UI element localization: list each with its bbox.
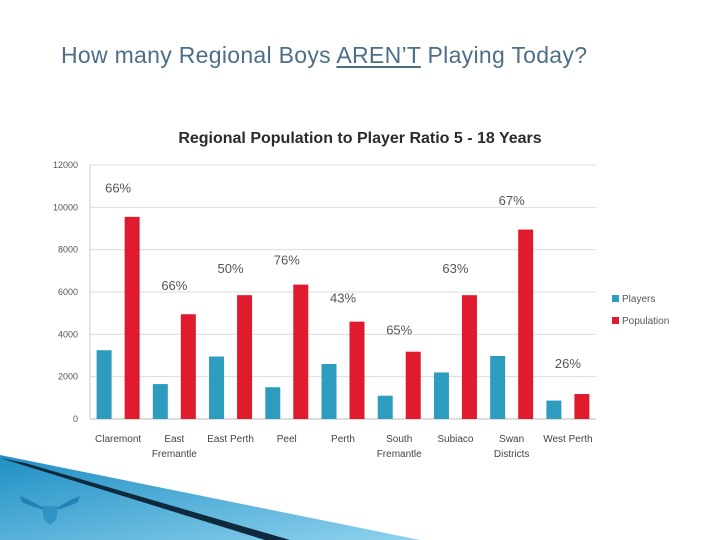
x-tick-label: Peel — [277, 434, 297, 445]
chart-bars — [96, 216, 590, 419]
ratio-label: 66% — [105, 181, 131, 196]
bar-population — [518, 229, 534, 419]
bar-population — [237, 295, 253, 419]
bar-population — [124, 216, 140, 419]
chart-legend: Players Population — [612, 294, 669, 327]
y-tick-label: 6000 — [58, 287, 78, 297]
slide-title-emphasis: AREN’T — [336, 42, 421, 68]
ratio-label: 63% — [442, 261, 468, 276]
bar-population — [349, 321, 365, 419]
x-tick-label: Fremantle — [377, 449, 422, 460]
y-tick-label: 10000 — [53, 202, 78, 212]
bar-players — [321, 363, 337, 419]
bar-players — [209, 356, 225, 419]
slide-title-part-1: How many Regional Boys — [61, 42, 337, 68]
footer-dark-stripe — [0, 458, 290, 540]
bar-players — [546, 400, 562, 419]
chart-title: Regional Population to Player Ratio 5 - … — [178, 130, 541, 147]
legend-swatch-population — [612, 317, 619, 324]
x-tick-label: Perth — [331, 434, 355, 445]
y-tick-label: 12000 — [53, 160, 78, 170]
chart-gridlines — [90, 164, 596, 420]
legend-label: Population — [622, 316, 669, 327]
y-tick-label: 8000 — [58, 245, 78, 255]
ratio-label: 50% — [218, 261, 244, 276]
bar-population — [461, 295, 477, 419]
bar-population — [405, 351, 421, 419]
ratio-label: 26% — [555, 356, 581, 371]
y-tick-label: 0 — [73, 414, 78, 424]
x-tick-label: West Perth — [543, 434, 592, 445]
bar-population — [293, 284, 309, 419]
x-tick-label: Claremont — [95, 434, 141, 445]
ratio-labels: 66% 66% 50% 76% 43% 65% 63% 67% 26% — [105, 181, 581, 372]
ratio-label: 43% — [330, 291, 356, 306]
legend-label: Players — [622, 294, 655, 305]
logo-emblem-icon — [20, 496, 80, 525]
y-tick-label: 4000 — [58, 329, 78, 339]
x-axis: Claremont East Fremantle East Perth Peel Pert… — [95, 434, 592, 460]
bar-players — [96, 350, 112, 419]
bar-players — [265, 387, 281, 419]
bar-players — [377, 395, 393, 419]
ratio-label: 66% — [161, 278, 187, 293]
ratio-label: 67% — [499, 193, 525, 208]
bar-players — [152, 384, 168, 419]
x-tick-label: Subiaco — [437, 434, 474, 445]
x-tick-label: Districts — [494, 449, 530, 460]
footer-swoosh — [0, 455, 420, 540]
bar-players — [433, 372, 449, 419]
x-tick-label: South — [386, 434, 412, 445]
x-tick-label: East Perth — [207, 434, 254, 445]
y-axis: 0 2000 4000 6000 8000 10000 12000 — [53, 160, 91, 424]
slide-title: How many Regional Boys AREN’T Playing To… — [61, 42, 587, 69]
x-tick-label: Swan — [499, 434, 524, 445]
slide-title-part-2: Playing Today? — [420, 42, 588, 68]
y-tick-label: 2000 — [58, 372, 78, 382]
legend-swatch-players — [612, 295, 619, 302]
ratio-label: 76% — [274, 252, 300, 267]
bar-population — [180, 314, 196, 419]
bar-population — [574, 394, 590, 419]
x-tick-label: East — [164, 434, 184, 445]
x-tick-label: Fremantle — [152, 449, 197, 460]
bar-players — [490, 355, 506, 419]
ratio-label: 65% — [386, 322, 412, 337]
